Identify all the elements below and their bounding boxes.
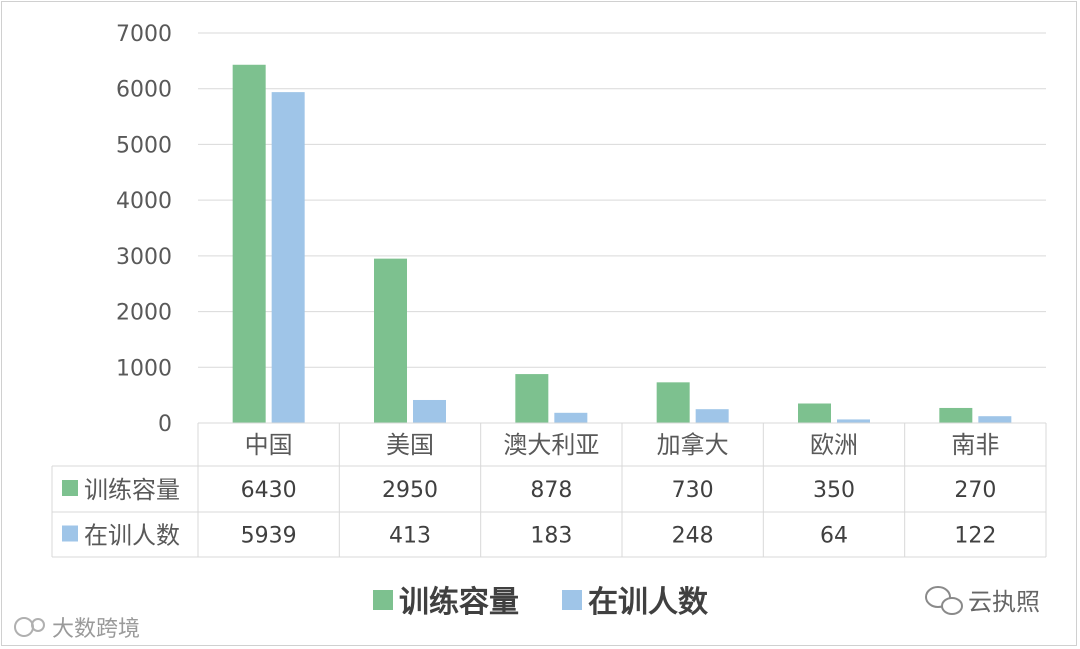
bars xyxy=(232,64,1012,423)
table-legend-swatch-0 xyxy=(62,480,78,496)
table-series-label: 训练容量 xyxy=(84,476,180,504)
bar-capacity-5 xyxy=(939,407,973,423)
table-cell: 730 xyxy=(672,478,714,503)
y-tick-label: 7000 xyxy=(116,22,172,47)
table-cell: 878 xyxy=(530,478,572,503)
table-cell: 183 xyxy=(530,524,572,549)
bar-trainees-0 xyxy=(271,92,305,423)
table-cell: 6430 xyxy=(241,478,297,503)
bar-trainees-4 xyxy=(837,419,870,423)
table-cell: 270 xyxy=(954,478,996,503)
bar-capacity-2 xyxy=(515,374,549,423)
watermark-left: 大数跨境 xyxy=(14,617,140,642)
y-tick-label: 3000 xyxy=(116,245,172,270)
category-label: 中国 xyxy=(245,431,293,459)
legend-label: 训练容量 xyxy=(399,585,519,620)
y-tick-label: 6000 xyxy=(116,78,172,103)
watermark-left-text: 大数跨境 xyxy=(52,617,140,642)
category-label: 加拿大 xyxy=(657,431,729,459)
wechat-icon xyxy=(925,586,963,615)
table-legend-swatch-1 xyxy=(62,525,78,542)
watermark-logo-icon xyxy=(14,617,34,637)
legend: 训练容量 在训人数 xyxy=(373,585,709,620)
y-axis: 0 1000 2000 3000 4000 5000 6000 7000 xyxy=(116,22,172,437)
y-tick-label: 1000 xyxy=(116,356,172,381)
table-series-label: 在训人数 xyxy=(84,522,180,550)
y-tick-label: 0 xyxy=(158,412,172,437)
category-label: 澳大利亚 xyxy=(503,431,599,459)
table-cell: 5939 xyxy=(241,524,297,549)
table-cell: 122 xyxy=(954,524,996,549)
watermark-logo-icon-2 xyxy=(31,618,45,632)
legend-label: 在训人数 xyxy=(588,585,709,620)
bar-capacity-4 xyxy=(798,403,831,423)
table-cell: 413 xyxy=(389,524,431,549)
grid-lines xyxy=(198,32,1046,368)
y-tick-label: 2000 xyxy=(116,301,172,326)
y-tick-label: 5000 xyxy=(116,133,172,158)
bar-trainees-5 xyxy=(978,416,1012,423)
bar-capacity-3 xyxy=(656,382,690,423)
table-cell: 248 xyxy=(672,524,714,549)
table-cell: 2950 xyxy=(382,478,438,503)
bar-trainees-1 xyxy=(413,399,446,423)
watermark-right: 云执照 xyxy=(925,586,1040,616)
category-label: 南非 xyxy=(951,431,999,459)
category-label: 欧洲 xyxy=(810,431,858,459)
legend-swatch-1 xyxy=(562,590,582,610)
table-cell: 64 xyxy=(820,524,848,549)
bar-trainees-2 xyxy=(554,412,588,423)
bar-capacity-1 xyxy=(374,258,407,423)
bar-trainees-3 xyxy=(695,409,729,423)
watermark-right-text: 云执照 xyxy=(968,588,1040,616)
category-label: 美国 xyxy=(386,431,434,459)
bar-capacity-0 xyxy=(232,64,266,423)
y-tick-label: 4000 xyxy=(116,189,172,214)
table-cell: 350 xyxy=(813,478,855,503)
legend-swatch-0 xyxy=(373,590,393,610)
